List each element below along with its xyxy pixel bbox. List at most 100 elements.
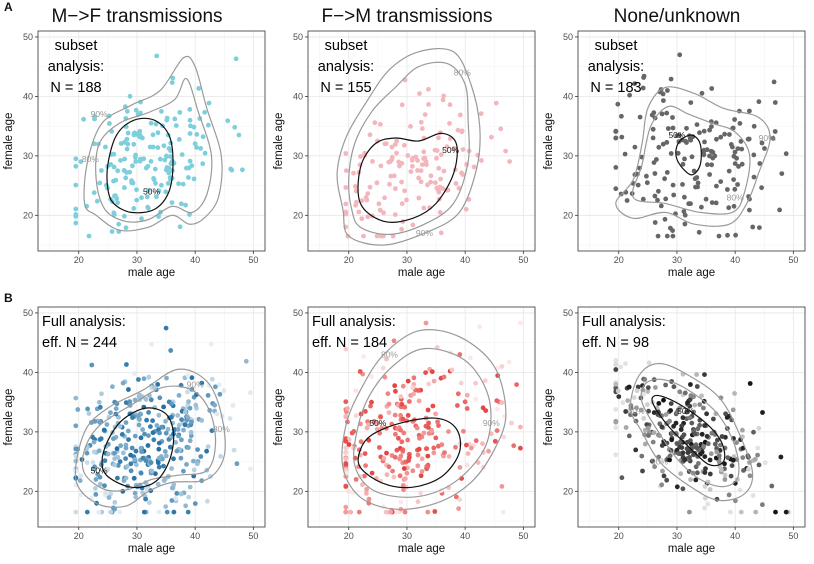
data-point [624,198,630,203]
data-point [98,436,104,442]
data-point [73,509,79,515]
contour-label: 80% [628,406,645,416]
data-point [153,180,158,186]
data-point [652,171,658,176]
data-point [400,416,406,422]
data-point [136,422,142,428]
data-point [676,451,682,456]
panel-b1: 20 30 40 50 20 30 40 50 90% 80% 50% Full analysis: e… [3,306,266,555]
data-point [73,156,79,162]
data-point [171,509,177,515]
data-point [416,175,421,181]
data-point [690,470,696,476]
data-point [680,161,686,167]
data-point [156,412,162,418]
data-point [178,201,184,207]
data-point [632,411,638,417]
data-point [175,413,181,418]
data-point [343,209,349,215]
data-point [709,86,715,91]
data-point [204,448,210,454]
data-point [659,482,665,488]
data-point [656,188,661,194]
panel-b2: 20 30 40 50 20 30 40 50 90% 80% 50% Full analysis: e… [273,306,536,555]
data-point [613,425,619,431]
data-point [684,409,690,415]
data-point [634,405,639,411]
data-point [346,442,352,447]
data-point [750,493,756,498]
x-tick-label: 50 [788,531,798,541]
y-tick-label: 40 [23,91,33,101]
data-point [646,408,651,414]
data-point [481,450,486,455]
data-point [729,463,735,468]
data-point [131,141,137,147]
data-point [99,391,104,397]
panel-annotation-line: subset [55,38,98,54]
data-point [640,85,646,91]
x-tick-label: 40 [730,255,740,265]
data-point [641,391,647,397]
data-point [724,415,730,420]
data-point [206,122,211,128]
data-point [353,477,359,482]
data-point [154,53,160,59]
data-point [436,423,441,428]
data-point [694,445,700,451]
figure-header: M−>F transmissions F−>M transmissions No… [4,0,740,305]
data-point [406,458,411,463]
data-point [101,427,107,433]
data-point [163,189,169,195]
data-point [697,130,702,136]
data-point [174,491,180,496]
data-point [677,405,683,411]
data-point [669,437,675,443]
data-point [127,399,133,405]
data-point [405,437,411,443]
panel-annotation-line: eff. N = 244 [42,335,117,351]
data-point [685,400,690,406]
data-point [132,457,138,462]
data-point [186,445,191,450]
data-point [102,458,108,464]
data-point [680,450,686,456]
data-point [429,428,434,434]
data-point [177,224,183,230]
data-point [677,389,683,395]
data-point [613,407,619,412]
data-point [119,432,125,437]
data-point [231,447,237,453]
data-point [682,221,688,227]
data-point [104,422,110,427]
contour-label: 80% [213,424,230,434]
data-point [493,100,499,106]
data-point [405,413,411,418]
data-point [205,444,211,449]
data-point [400,483,406,488]
data-point [416,398,422,404]
data-point [84,460,90,465]
data-point [170,75,176,81]
data-point [689,154,695,160]
data-point [157,430,162,436]
x-tick-label: 40 [190,531,200,541]
data-point [688,201,693,207]
data-point [640,468,645,474]
data-point [735,146,741,152]
data-point [741,468,746,473]
data-point [626,433,632,439]
data-point [166,170,172,176]
data-point [518,424,523,430]
data-point [164,375,169,381]
data-point [108,410,113,415]
data-point [118,158,123,163]
data-point [716,453,722,459]
data-point [198,454,204,459]
data-point [425,464,431,469]
data-point [148,424,153,429]
data-point [441,168,447,174]
data-point [353,188,359,194]
data-point [431,378,437,384]
data-point [92,116,97,122]
